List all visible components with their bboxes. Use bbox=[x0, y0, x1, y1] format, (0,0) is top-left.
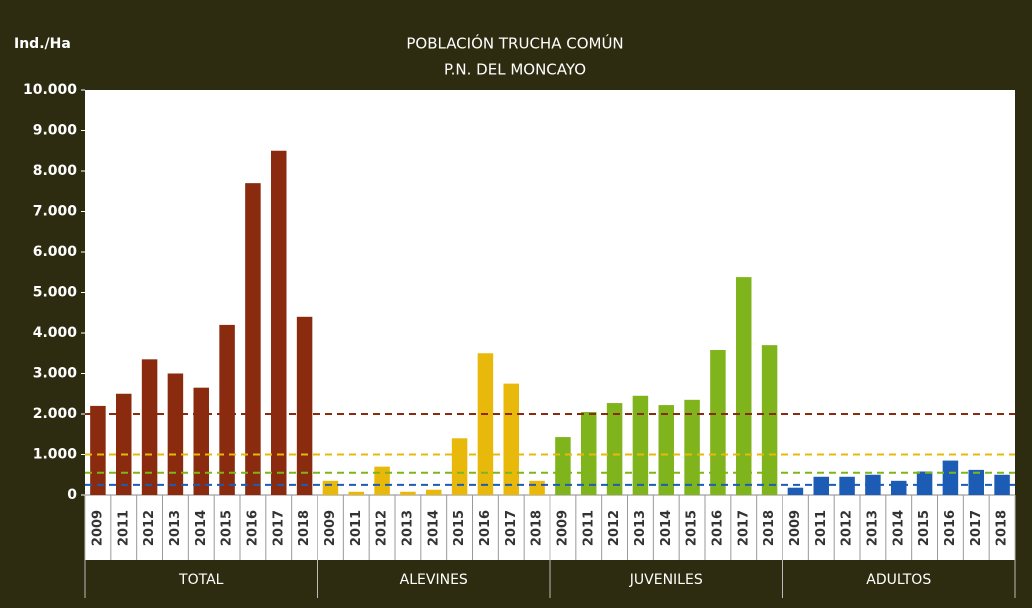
bar bbox=[141, 359, 158, 495]
bar bbox=[167, 373, 184, 495]
x-tick-label: 2018 bbox=[530, 510, 545, 546]
bar bbox=[348, 491, 364, 495]
x-tick-label: 2014 bbox=[659, 510, 674, 546]
group-label: ALEVINES bbox=[400, 572, 468, 588]
y-tick-label: 2.000 bbox=[33, 406, 78, 422]
x-tick-label: 2016 bbox=[710, 510, 725, 546]
x-tick-label: 2009 bbox=[323, 510, 338, 546]
plot-area bbox=[85, 90, 1015, 560]
bar bbox=[942, 460, 959, 495]
x-tick-label: 2014 bbox=[194, 510, 209, 546]
x-tick-label: 2012 bbox=[375, 510, 390, 546]
bar bbox=[374, 466, 390, 495]
x-tick-label: 2013 bbox=[168, 510, 183, 546]
bar bbox=[813, 476, 829, 495]
bar bbox=[296, 316, 313, 495]
x-tick-label: 2016 bbox=[478, 510, 493, 546]
x-tick-label: 2015 bbox=[220, 510, 235, 546]
bar bbox=[632, 395, 649, 495]
x-tick-label: 2017 bbox=[736, 510, 751, 546]
x-tick-label: 2015 bbox=[917, 510, 932, 546]
x-tick-label: 2013 bbox=[400, 510, 415, 546]
chart-title: POBLACIÓN TRUCHA COMÚN bbox=[406, 34, 623, 53]
bar bbox=[606, 403, 623, 495]
bar bbox=[916, 471, 933, 495]
y-tick-label: 0 bbox=[67, 487, 77, 503]
x-tick-label: 2017 bbox=[271, 510, 286, 546]
y-tick-label: 3.000 bbox=[33, 366, 78, 382]
y-tick-label: 10.000 bbox=[23, 82, 77, 98]
bar bbox=[891, 480, 907, 495]
x-tick-label: 2011 bbox=[814, 510, 829, 546]
x-tick-label: 2017 bbox=[504, 510, 519, 546]
bar bbox=[322, 480, 339, 495]
y-tick-label: 5.000 bbox=[33, 285, 78, 301]
x-tick-label: 2011 bbox=[349, 510, 364, 546]
bar bbox=[271, 150, 287, 495]
bar bbox=[761, 345, 778, 495]
bar bbox=[787, 487, 804, 495]
bar bbox=[477, 353, 494, 495]
x-tick-label: 2018 bbox=[995, 510, 1010, 546]
x-tick-label: 2013 bbox=[865, 510, 880, 546]
bar bbox=[245, 183, 261, 495]
bar bbox=[710, 350, 726, 495]
y-tick-label: 1.000 bbox=[33, 447, 78, 463]
x-tick-label: 2009 bbox=[555, 510, 570, 546]
bar bbox=[400, 491, 416, 495]
chart-subtitle: P.N. DEL MONCAYO bbox=[444, 61, 586, 79]
bar bbox=[968, 469, 984, 495]
bar bbox=[684, 399, 700, 495]
y-tick-label: 9.000 bbox=[33, 123, 78, 139]
bar bbox=[736, 277, 752, 495]
bar bbox=[90, 405, 106, 495]
group-label: TOTAL bbox=[178, 572, 224, 588]
bar bbox=[116, 393, 132, 495]
bar bbox=[451, 438, 468, 495]
x-tick-label: 2015 bbox=[685, 510, 700, 546]
x-tick-label: 2016 bbox=[943, 510, 958, 546]
x-tick-label: 2016 bbox=[245, 510, 260, 546]
x-tick-label: 2009 bbox=[788, 510, 803, 546]
bar bbox=[658, 405, 674, 495]
x-tick-label: 2009 bbox=[90, 510, 105, 546]
x-tick-label: 2014 bbox=[426, 510, 441, 546]
bar bbox=[865, 474, 881, 495]
x-tick-label: 2014 bbox=[891, 510, 906, 546]
x-tick-label: 2012 bbox=[142, 510, 157, 546]
bar bbox=[193, 387, 209, 495]
x-tick-label: 2011 bbox=[116, 510, 131, 546]
y-tick-label: 6.000 bbox=[33, 244, 78, 260]
x-tick-label: 2012 bbox=[840, 510, 855, 546]
x-tick-label: 2015 bbox=[452, 510, 467, 546]
group-label: ADULTOS bbox=[866, 572, 931, 588]
x-tick-label: 2018 bbox=[297, 510, 312, 546]
y-tick-label: 8.000 bbox=[33, 163, 78, 179]
bar bbox=[555, 437, 571, 495]
x-tick-label: 2013 bbox=[633, 510, 648, 546]
bar bbox=[219, 324, 235, 495]
group-label: JUVENILES bbox=[629, 572, 703, 588]
bar bbox=[581, 411, 597, 495]
x-tick-label: 2011 bbox=[581, 510, 596, 546]
bar bbox=[529, 480, 545, 495]
y-tick-label: 4.000 bbox=[33, 325, 78, 341]
y-axis-label: Ind./Ha bbox=[14, 36, 71, 52]
bar bbox=[426, 489, 442, 495]
y-tick-label: 7.000 bbox=[33, 204, 78, 220]
bar bbox=[839, 476, 855, 495]
bar bbox=[503, 383, 519, 495]
x-tick-label: 2012 bbox=[607, 510, 622, 546]
x-tick-label: 2018 bbox=[762, 510, 777, 546]
x-tick-label: 2017 bbox=[969, 510, 984, 546]
